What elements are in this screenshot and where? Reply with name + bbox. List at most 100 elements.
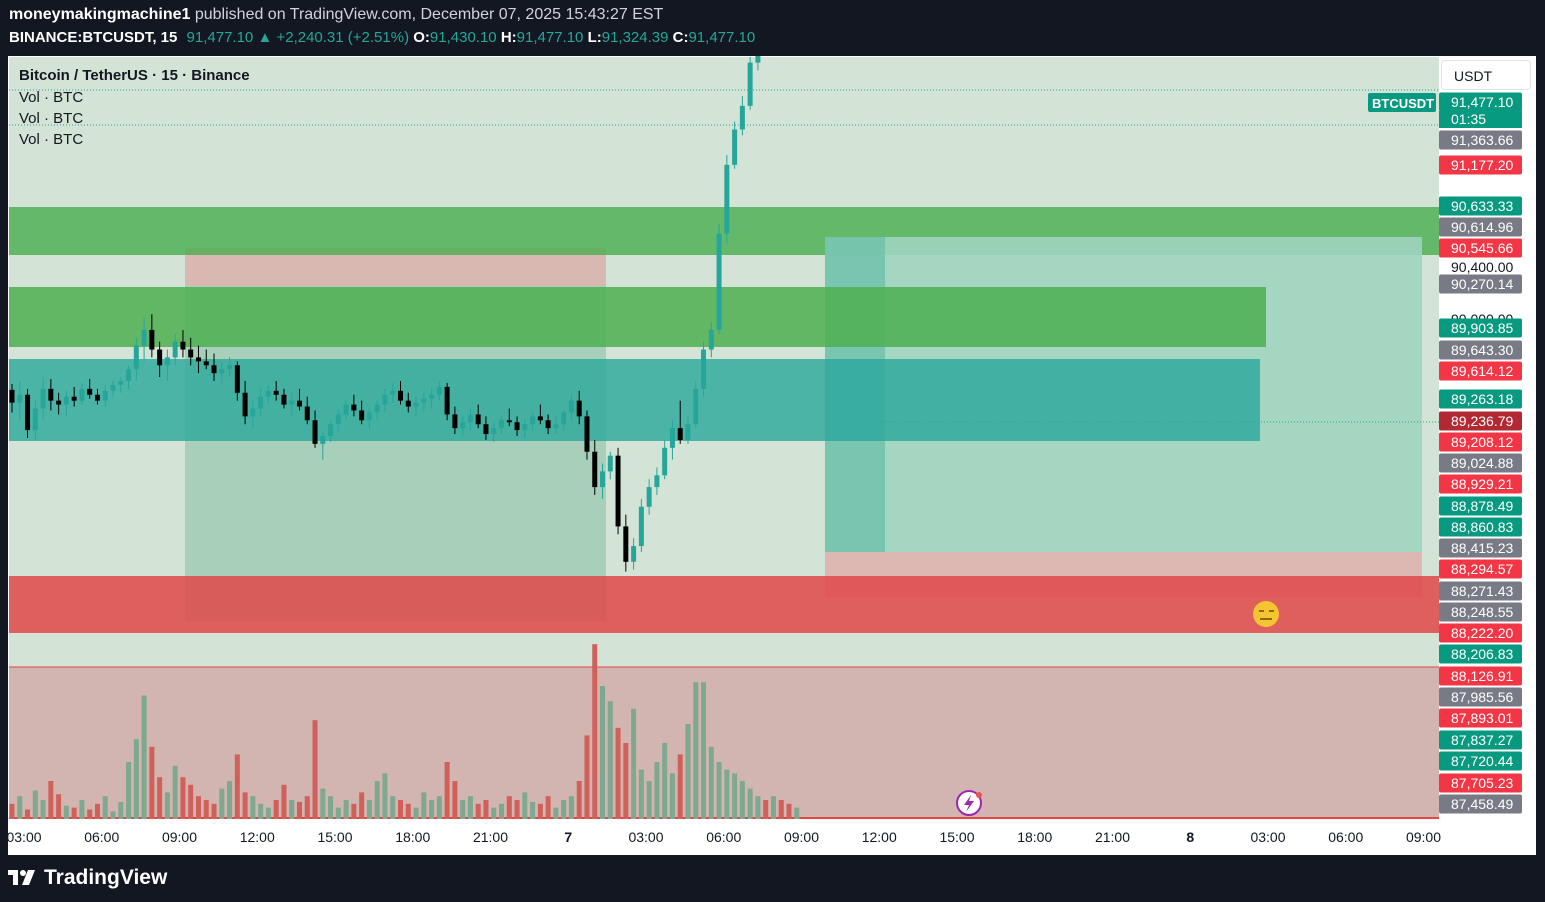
candle-body — [522, 424, 528, 431]
time-tick-label: 15:00 — [939, 829, 974, 845]
volume-bar — [701, 682, 707, 819]
footer-brand-text: TradingView — [44, 866, 168, 889]
volume-bar — [444, 762, 450, 819]
price-label-text: 87,893.01 — [1451, 710, 1513, 726]
time-tick-label: 09:00 — [1406, 829, 1441, 845]
candle-body — [537, 416, 543, 421]
neutral-face-icon[interactable] — [1253, 601, 1279, 627]
time-tick-label: 06:00 — [1328, 829, 1363, 845]
candle-body — [289, 400, 295, 405]
candle-body — [600, 471, 606, 488]
high-label: H: — [500, 29, 517, 46]
candle-body — [250, 408, 256, 417]
low-value: 91,324.39 — [601, 29, 669, 46]
volume-bar — [296, 801, 302, 819]
candle-body — [374, 404, 380, 413]
volume-bar — [452, 781, 458, 819]
price-label-tag — [1439, 602, 1522, 622]
candle-body — [561, 412, 567, 425]
symbol-name: BINANCE:BTCUSDT, 15 — [9, 29, 178, 46]
volume-bar — [467, 796, 473, 819]
candle-body — [623, 526, 629, 562]
candle-body — [102, 390, 108, 401]
price-label-text: 89,903.85 — [1451, 320, 1513, 336]
price-label-text: 91,363.66 — [1451, 132, 1513, 148]
chart-svg[interactable]: 90,400.0090,000.00 03:0006:0009:0012:001… — [8, 56, 1536, 855]
publish-line: moneymakingmachine1 published on Trading… — [9, 6, 663, 24]
volume-bar — [794, 807, 800, 819]
candle-body — [296, 400, 302, 407]
volume-bar — [141, 695, 147, 819]
candle-body — [584, 416, 590, 452]
price-label-text: 89,614.12 — [1451, 363, 1513, 379]
volume-bar — [320, 788, 326, 819]
candle-body — [149, 329, 155, 350]
price-label-tag — [1439, 238, 1522, 258]
volume-bar — [258, 803, 264, 819]
volume-bar — [600, 686, 606, 819]
volume-bar — [265, 807, 271, 819]
price-label-tag — [1439, 517, 1522, 537]
volume-legend-1[interactable]: Vol · BTC — [19, 89, 84, 106]
price-label-text: 89,263.18 — [1451, 391, 1513, 407]
volume-bar — [382, 773, 388, 819]
candle-body — [514, 422, 520, 431]
candle-body — [755, 56, 761, 63]
price-label-tag — [1439, 496, 1522, 516]
price-tick-label: 90,400.00 — [1451, 259, 1513, 275]
volume-bar — [351, 803, 357, 819]
volume-bar — [685, 724, 691, 819]
price-label-tag — [1439, 644, 1522, 664]
price-label-tag — [1439, 361, 1522, 381]
candle-body — [17, 394, 23, 403]
candle-body — [304, 406, 310, 421]
volume-bar — [631, 708, 637, 819]
time-tick-label: 18:00 — [395, 829, 430, 845]
candle-body — [662, 447, 668, 476]
candle-body — [452, 414, 458, 429]
candle-body — [615, 455, 621, 527]
volume-legend-3[interactable]: Vol · BTC — [19, 131, 84, 148]
candle-body — [227, 365, 233, 370]
time-axis[interactable]: 03:00 06:00 09:00 12:00 15:00 18:00 21:00 7 03:0… — [8, 820, 1536, 855]
price-label-text: 90,633.33 — [1451, 198, 1513, 214]
volume-bar — [219, 788, 225, 819]
time-tick-label: 06:00 — [706, 829, 741, 845]
candle-body — [460, 422, 466, 429]
volume-bar — [172, 765, 178, 819]
candle-body — [654, 475, 660, 488]
candle-body — [724, 164, 730, 234]
volume-bar — [763, 800, 769, 819]
candle-body — [281, 394, 287, 405]
price-label-tag — [1439, 130, 1522, 150]
price-label-text: 87,837.27 — [1451, 732, 1513, 748]
volume-bar — [506, 796, 512, 819]
candle-body — [195, 357, 201, 362]
candle-body — [568, 400, 574, 413]
volume-legend-2[interactable]: Vol · BTC — [19, 110, 84, 127]
volume-bar — [48, 781, 54, 819]
candle-body — [739, 105, 745, 130]
price-label-tag — [1439, 474, 1522, 494]
volume-bar — [530, 801, 536, 819]
price-label-text: 88,206.83 — [1451, 646, 1513, 662]
price-label-text: 88,126.91 — [1451, 668, 1513, 684]
price-label-text: 88,415.23 — [1451, 540, 1513, 556]
volume-bar — [118, 801, 124, 819]
candles-layer — [9, 56, 761, 572]
chart-title[interactable]: Bitcoin / TetherUS · 15 · Binance — [19, 67, 250, 84]
candle-body — [40, 388, 46, 409]
volume-bar — [195, 796, 201, 819]
chart-panel[interactable]: 90,400.0090,000.00 03:0006:0009:0012:001… — [8, 56, 1536, 855]
price-label-text: 89,024.88 — [1451, 455, 1513, 471]
candle-body — [545, 420, 551, 429]
price-label-tag — [1439, 155, 1522, 175]
price-label-text: 87,720.44 — [1451, 753, 1513, 769]
currency-button[interactable]: USDT — [1441, 60, 1531, 90]
candle-body — [234, 365, 240, 393]
footer-brand[interactable]: TradingView — [8, 866, 167, 890]
price-label-text: 88,860.83 — [1451, 519, 1513, 535]
author-name[interactable]: moneymakingmachine1 — [9, 6, 191, 23]
volume-bar — [755, 796, 761, 819]
candle-body — [273, 390, 279, 395]
